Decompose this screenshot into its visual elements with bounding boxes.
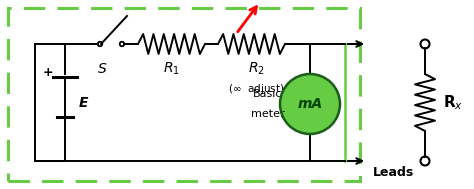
Text: R$_x$: R$_x$ <box>443 93 463 112</box>
Text: Leads: Leads <box>373 167 414 180</box>
Text: E: E <box>78 96 88 110</box>
Text: meter: meter <box>251 109 285 119</box>
Circle shape <box>280 74 340 134</box>
Text: $S$: $S$ <box>97 62 107 76</box>
Text: +: + <box>43 67 53 80</box>
Text: ($\infty$  adjust): ($\infty$ adjust) <box>228 82 284 96</box>
Text: $R_1$: $R_1$ <box>163 61 180 77</box>
Text: mA: mA <box>297 97 323 111</box>
Text: Basic: Basic <box>253 89 283 99</box>
Text: $R_2$: $R_2$ <box>248 61 265 77</box>
